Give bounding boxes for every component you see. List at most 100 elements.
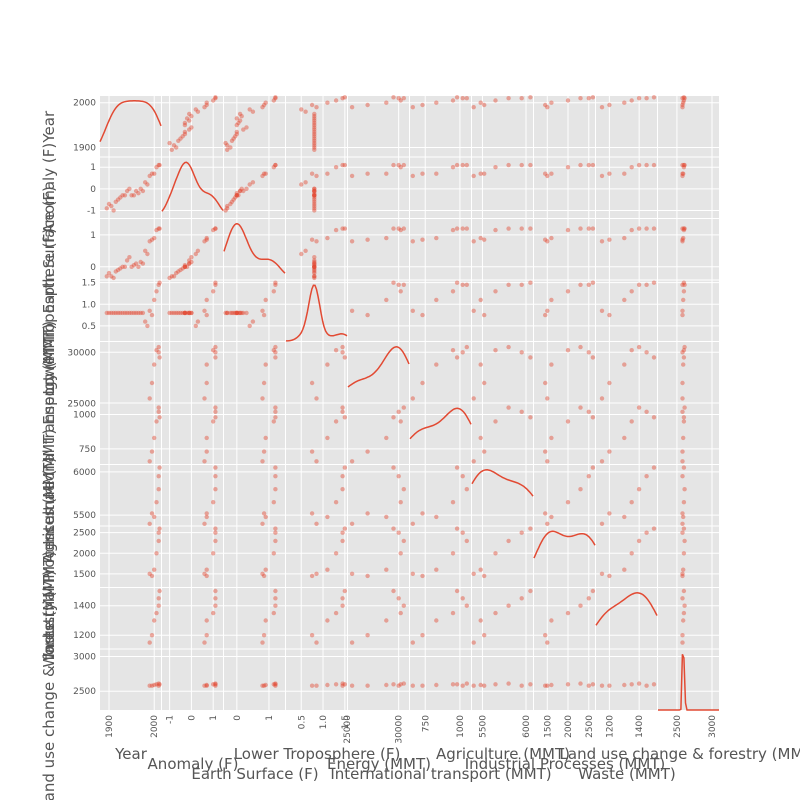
- data-point: [450, 289, 456, 294]
- data-point: [213, 344, 218, 350]
- data-point: [629, 682, 634, 687]
- data-point: [396, 162, 401, 168]
- data-point: [229, 199, 235, 204]
- data-point: [154, 682, 159, 687]
- data-point: [464, 344, 469, 350]
- matrix-cell-year-vs-international-transport-mmt: [410, 95, 471, 157]
- data-point: [109, 310, 114, 316]
- data-point: [149, 312, 155, 318]
- x-tick-label: 2500: [585, 715, 595, 738]
- data-point: [261, 380, 267, 386]
- data-point: [140, 188, 146, 194]
- data-point: [519, 350, 524, 355]
- data-point: [299, 182, 304, 187]
- data-point: [202, 683, 207, 688]
- data-point: [450, 348, 456, 353]
- data-point: [464, 162, 469, 168]
- cell-background: [472, 649, 533, 710]
- data-point: [482, 449, 487, 454]
- data-point: [420, 171, 425, 176]
- data-point: [681, 98, 687, 103]
- data-point: [225, 143, 230, 148]
- x-axis-title-international-transport-mmt: International transport (MMT): [330, 765, 551, 783]
- data-point: [176, 138, 181, 143]
- data-point: [384, 567, 389, 572]
- matrix-cell-land-use-change-forestry-mmt-vs-year: [100, 649, 162, 710]
- matrix-cell-earth-surface-f-vs-agriculture-mmt: [471, 219, 533, 280]
- data-point: [156, 474, 161, 479]
- data-point: [471, 239, 476, 244]
- data-point: [213, 465, 218, 470]
- data-point: [349, 640, 355, 645]
- data-point: [682, 162, 687, 168]
- data-point: [349, 459, 355, 464]
- data-point: [147, 459, 152, 464]
- y-tick-label: 5500: [73, 511, 96, 521]
- cell-background: [410, 526, 471, 587]
- data-point: [120, 193, 125, 198]
- data-point: [156, 282, 161, 287]
- data-point: [528, 682, 533, 687]
- data-point: [225, 203, 230, 209]
- data-point: [204, 573, 209, 579]
- data-point: [250, 180, 256, 185]
- data-point: [247, 323, 252, 329]
- data-point: [506, 282, 511, 287]
- data-point: [506, 681, 511, 686]
- cell-background: [658, 342, 719, 403]
- data-point: [464, 487, 469, 492]
- matrix-cell-land-use-change-forestry-mmt-vs-land-use-change-forestry-mmt: [658, 649, 719, 711]
- data-point: [681, 227, 687, 233]
- data-point: [450, 682, 456, 687]
- data-point: [384, 235, 389, 241]
- data-point: [434, 362, 439, 367]
- data-point: [682, 282, 687, 287]
- data-point: [398, 98, 403, 103]
- data-point: [565, 500, 571, 505]
- data-point: [340, 474, 345, 479]
- y-tick-label: 1.0: [82, 300, 97, 310]
- matrix-cell-anomaly-f-vs-anomaly-f: [161, 157, 224, 218]
- data-point: [140, 261, 146, 266]
- data-point: [454, 588, 460, 594]
- matrix-cell-agriculture-mmt-vs-industrial-processes-mmt: [534, 465, 596, 526]
- data-point: [471, 571, 476, 576]
- data-point: [309, 237, 315, 242]
- data-point: [312, 206, 317, 211]
- data-point: [182, 310, 188, 316]
- data-point: [213, 415, 218, 420]
- data-point: [157, 465, 162, 470]
- cell-background: [658, 219, 719, 280]
- data-point: [482, 102, 487, 108]
- data-point: [260, 521, 265, 526]
- data-point: [391, 682, 396, 687]
- data-point: [384, 618, 389, 623]
- kde-curve-earth-surface-f: [223, 223, 286, 274]
- data-point: [680, 308, 685, 313]
- data-point: [261, 633, 267, 638]
- cell-background: [658, 280, 719, 341]
- data-point: [506, 538, 511, 544]
- data-point: [549, 618, 554, 623]
- matrix-cell-industrial-processes-mmt-vs-agriculture-mmt: [471, 526, 533, 587]
- cell-background: [286, 219, 347, 280]
- data-point: [157, 226, 162, 231]
- data-point: [204, 380, 209, 386]
- data-point: [152, 618, 157, 623]
- data-point: [261, 683, 267, 688]
- matrix-cell-earth-surface-f-vs-anomaly-f: [162, 219, 223, 281]
- data-point: [109, 274, 114, 279]
- data-point: [420, 102, 425, 108]
- data-point: [169, 147, 174, 152]
- data-point: [340, 162, 345, 168]
- data-point: [312, 275, 317, 281]
- data-point: [152, 514, 157, 520]
- matrix-cell-waste-mmt-vs-land-use-change-forestry-mmt: [658, 588, 719, 649]
- data-point: [590, 588, 596, 594]
- data-point: [263, 297, 268, 303]
- data-point: [543, 511, 548, 516]
- data-point: [599, 571, 605, 576]
- matrix-cell-agriculture-mmt-vs-energy-mmt: [348, 465, 409, 526]
- data-point: [213, 682, 218, 687]
- matrix-cell-anomaly-f-vs-waste-mmt: [596, 157, 657, 218]
